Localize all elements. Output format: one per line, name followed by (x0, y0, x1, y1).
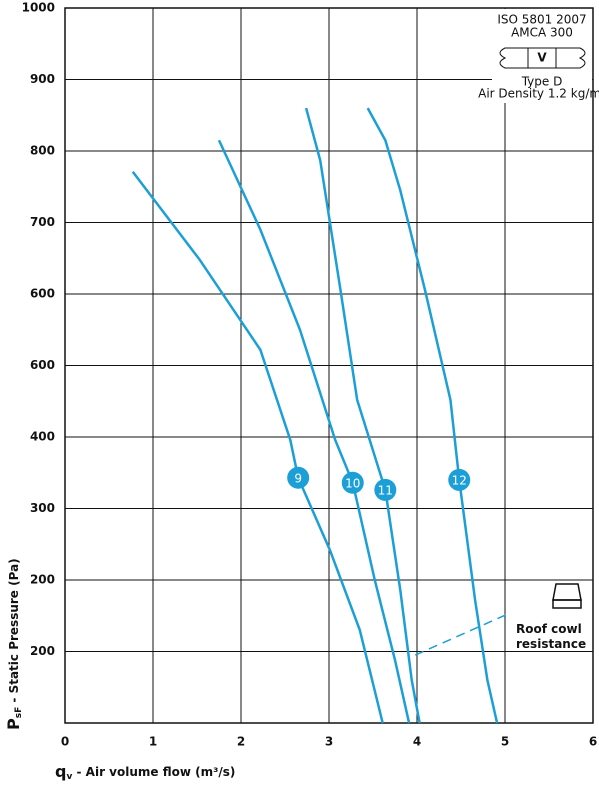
curve-label: 12 (452, 473, 467, 487)
axis-text: - Air volume flow (m³/s) (72, 765, 235, 779)
curve-badge (448, 468, 471, 491)
x-tick-label: 5 (501, 735, 509, 749)
y-tick-label: 700 (30, 215, 55, 229)
x-tick-label: 6 (589, 735, 597, 749)
roof-cowl-icon (552, 583, 582, 609)
y-tick-label: 200 (30, 573, 55, 587)
info-text: Type D (521, 75, 563, 89)
duct-symbol (499, 47, 586, 69)
axis-title: qv - Air volume flow (m³/s) (55, 762, 235, 782)
fan-curve (366, 107, 499, 724)
y-tick-label: 300 (30, 501, 55, 515)
x-tick-label: 4 (413, 735, 421, 749)
fan-curve (217, 139, 411, 724)
curve-badge (287, 466, 310, 489)
x-tick-label: 3 (325, 735, 333, 749)
x-tick-label: 0 (61, 735, 69, 749)
fan-curve (131, 170, 384, 724)
fan-curve (304, 107, 421, 724)
axis-symbol: q (55, 762, 66, 781)
info-text: AMCA 300 (511, 26, 573, 40)
y-tick-label: 600 (30, 287, 55, 301)
info-text: V (537, 51, 547, 65)
y-tick-label: 1000 (22, 1, 55, 15)
curve-badge (341, 471, 364, 494)
axis-symbol: P (4, 718, 23, 730)
info-text: ISO 5801 2007 (497, 13, 586, 27)
axis-text: - Static Pressure (Pa) (7, 558, 21, 706)
curve-label: 10 (345, 476, 360, 490)
y-tick-label: 400 (30, 430, 55, 444)
y-tick-label: 900 (30, 72, 55, 86)
y-tick-label: 800 (30, 144, 55, 158)
resistance-line (414, 612, 511, 656)
x-tick-label: 1 (149, 735, 157, 749)
info-text: Air Density 1.2 kg/m³ (478, 87, 599, 101)
axis-subscript: v (66, 772, 72, 782)
axis-title: PsF - Static Pressure (Pa) (4, 558, 24, 730)
y-tick-label: 200 (30, 644, 55, 658)
curve-label: 9 (294, 471, 302, 485)
curve-label: 11 (378, 483, 393, 497)
roof-cowl-label: Roof cowl resistance (516, 622, 587, 651)
axis-subscript: sF (14, 707, 24, 719)
x-tick-label: 2 (237, 735, 245, 749)
info-box (492, 9, 592, 103)
y-tick-label: 600 (30, 358, 55, 372)
curve-badge (374, 478, 397, 501)
